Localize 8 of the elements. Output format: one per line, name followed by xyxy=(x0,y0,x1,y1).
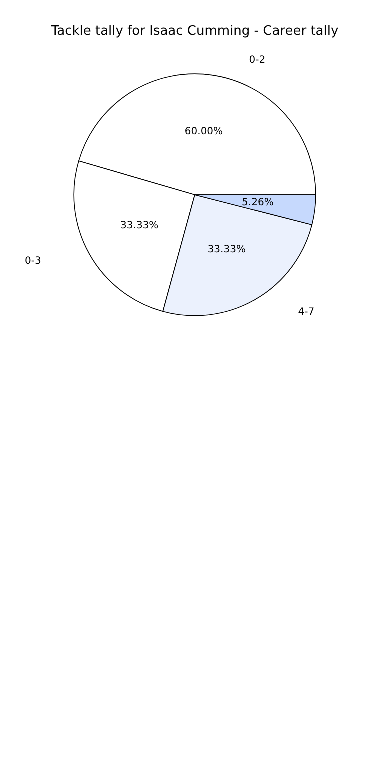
chart-title: Tackle tally for Isaac Cumming - Career tally xyxy=(50,24,339,39)
slice-label: 0-2 xyxy=(249,54,266,66)
slice-label: 0-3 xyxy=(25,256,42,267)
data-label: 60.00% xyxy=(184,126,224,138)
data-label: 33.33% xyxy=(120,220,159,232)
slice-label: 4-7 xyxy=(298,306,315,318)
data-label: 33.33% xyxy=(208,244,246,256)
data-label: 5.26% xyxy=(242,197,274,208)
